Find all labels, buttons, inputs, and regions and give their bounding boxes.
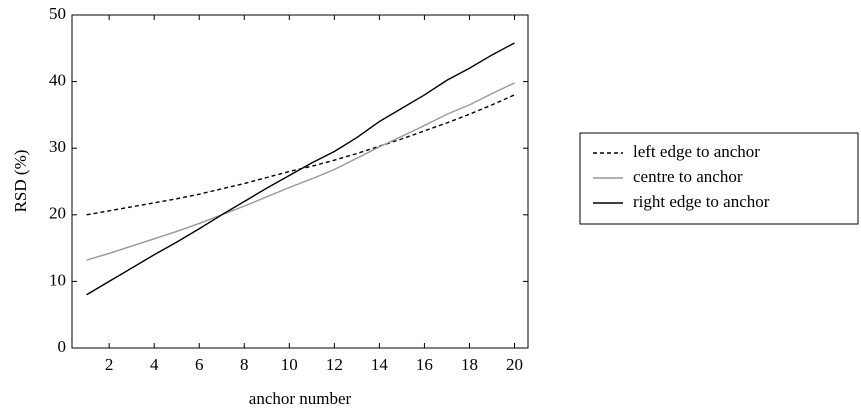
- x-tick-label: 6: [195, 355, 204, 374]
- legend-label: left edge to anchor: [633, 142, 760, 161]
- legend-box: [579, 132, 859, 225]
- x-tick-label: 18: [461, 355, 478, 374]
- y-tick-label: 50: [49, 4, 66, 23]
- y-tick-label: 10: [49, 270, 66, 289]
- x-tick-label: 14: [371, 355, 389, 374]
- x-tick-label: 16: [416, 355, 433, 374]
- x-tick-label: 4: [150, 355, 159, 374]
- line-series: [86, 82, 515, 261]
- plot-frame: [71, 14, 529, 349]
- x-tick-label: 10: [281, 355, 298, 374]
- y-tick-label: 40: [49, 71, 66, 90]
- legend-label: right edge to anchor: [633, 192, 770, 211]
- line-series: [86, 42, 515, 296]
- y-tick-label: 20: [49, 204, 66, 223]
- legend-label: centre to anchor: [633, 167, 743, 186]
- x-tick-label: 12: [326, 355, 343, 374]
- x-tick-label: 20: [506, 355, 523, 374]
- y-tick-label: 0: [58, 337, 67, 356]
- y-axis-label: RSD (%): [11, 150, 30, 213]
- x-tick-label: 2: [105, 355, 114, 374]
- x-axis-label: anchor number: [249, 389, 352, 408]
- x-tick-label: 8: [240, 355, 249, 374]
- y-tick-label: 30: [49, 137, 66, 156]
